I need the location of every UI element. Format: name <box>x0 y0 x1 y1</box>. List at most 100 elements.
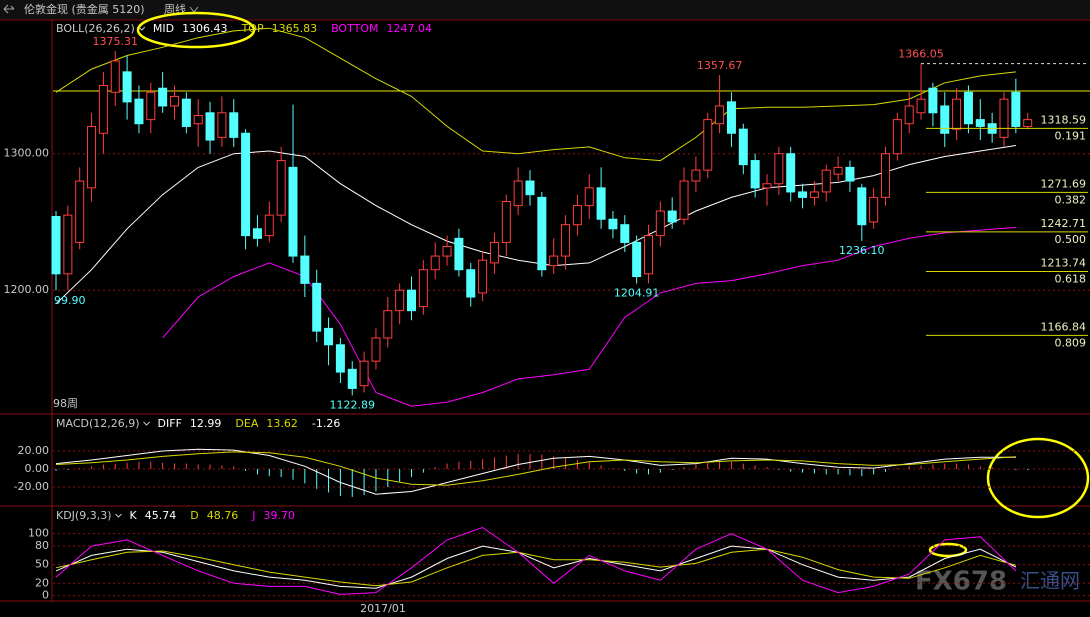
candle-body <box>217 112 227 138</box>
indicator-menu[interactable] <box>143 421 150 426</box>
candle-body <box>762 183 772 189</box>
legend-name: D <box>190 509 198 522</box>
fib-ratio: 0.382 <box>1055 193 1087 206</box>
legend-value: 1247.04 <box>386 22 432 35</box>
candle-body <box>537 196 547 271</box>
candle-body <box>845 166 855 182</box>
candle-body <box>288 166 298 257</box>
candle-body <box>632 241 642 278</box>
period-count: 98周 <box>53 397 78 410</box>
candle-body <box>549 255 559 267</box>
fib-price: 1242.71 <box>1041 217 1087 230</box>
candle-body <box>726 101 736 134</box>
candle-body <box>608 218 618 230</box>
indicator-line <box>55 526 1017 595</box>
candle-body <box>999 98 1009 138</box>
candle-body <box>798 191 808 198</box>
candle-body <box>892 119 902 155</box>
candle-body <box>276 160 286 216</box>
candle-body <box>205 112 215 141</box>
candle-body <box>857 187 867 226</box>
candle-body <box>489 241 499 264</box>
candle-body <box>110 60 120 93</box>
fib-ratio: 0.618 <box>1055 272 1087 285</box>
indicator-line <box>55 27 1016 162</box>
candle-body <box>442 246 452 257</box>
watermark-site: 汇通网 <box>1020 569 1080 593</box>
legend-name: MID <box>153 22 174 35</box>
candle-body <box>371 337 381 362</box>
candle-body <box>454 237 464 271</box>
candle-body <box>158 87 168 107</box>
candle-body <box>229 112 239 138</box>
candle-body <box>501 200 511 243</box>
indicator-name: KDJ(9,3,3) <box>56 509 112 522</box>
legend-value: 45.74 <box>145 509 177 522</box>
candle-body <box>181 98 191 127</box>
legend-value: 1365.83 <box>272 22 318 35</box>
icon[interactable] <box>3 4 15 14</box>
legend-value: 1306.43 <box>182 22 228 35</box>
edge-label: 99.90 <box>54 294 86 307</box>
price-annotation: 1357.67 <box>697 59 743 72</box>
candle-body <box>146 91 156 121</box>
candle-body <box>620 224 630 243</box>
y-tick-label: 20 <box>35 576 49 589</box>
fib-ratio: 0.191 <box>1055 129 1087 142</box>
indicator-menu[interactable] <box>138 26 146 31</box>
legend-value: 13.62 <box>266 417 298 430</box>
watermark-brand: FX678 <box>915 567 1007 597</box>
candle-body <box>300 255 310 284</box>
indicator-line <box>55 545 1017 589</box>
candle-body <box>478 259 488 294</box>
price-annotation: 1204.91 <box>614 286 660 299</box>
panel-borders <box>0 19 1090 602</box>
candle-body <box>335 344 345 373</box>
candle-body <box>774 153 784 185</box>
y-tick-label: 1200.00 <box>4 283 50 296</box>
candle-body <box>312 282 322 332</box>
candle-body <box>51 216 61 275</box>
candle-body <box>952 98 962 130</box>
candle-body <box>193 115 203 125</box>
legend-name: DIFF <box>158 417 182 430</box>
indicator-menu[interactable] <box>115 513 122 518</box>
candle-body <box>869 196 879 223</box>
candle-body <box>513 180 523 207</box>
fib-ratio: 0.500 <box>1055 233 1087 246</box>
candle-body <box>667 210 677 223</box>
instrument-title: 伦敦金现 (贵金属 5120) <box>24 2 145 16</box>
y-tick-label: 20.00 <box>18 444 50 457</box>
candle-body <box>833 166 843 175</box>
candle-body <box>904 105 914 125</box>
candle-body <box>407 289 416 312</box>
candle-body <box>122 71 132 103</box>
candle-body <box>395 289 405 312</box>
candle-body <box>134 98 144 125</box>
candle-body <box>679 180 689 220</box>
indicator-line <box>55 548 1017 587</box>
y-tick-label: 1300.00 <box>4 147 50 160</box>
y-tick-label: 0.00 <box>25 462 50 475</box>
legend-value: -1.26 <box>312 417 340 430</box>
candle-body <box>63 214 73 275</box>
price-annotation: 1236.10 <box>839 244 885 257</box>
candle-body <box>324 327 334 346</box>
candle-body <box>963 91 973 125</box>
fib-price: 1213.74 <box>1041 256 1087 269</box>
candle-body <box>87 125 97 189</box>
highlight-ellipses <box>136 11 1090 558</box>
legend-name: J <box>251 509 255 522</box>
candle-body <box>975 119 985 127</box>
candle-body <box>738 128 748 166</box>
legend-name: K <box>130 509 138 522</box>
candle-body <box>809 191 819 198</box>
candle-body <box>466 269 476 298</box>
legend-name: DEA <box>235 417 258 430</box>
candle-body <box>252 228 262 239</box>
fib-price: 1166.84 <box>1041 320 1087 333</box>
candle-body <box>703 119 713 171</box>
indicator-line <box>55 145 1016 305</box>
